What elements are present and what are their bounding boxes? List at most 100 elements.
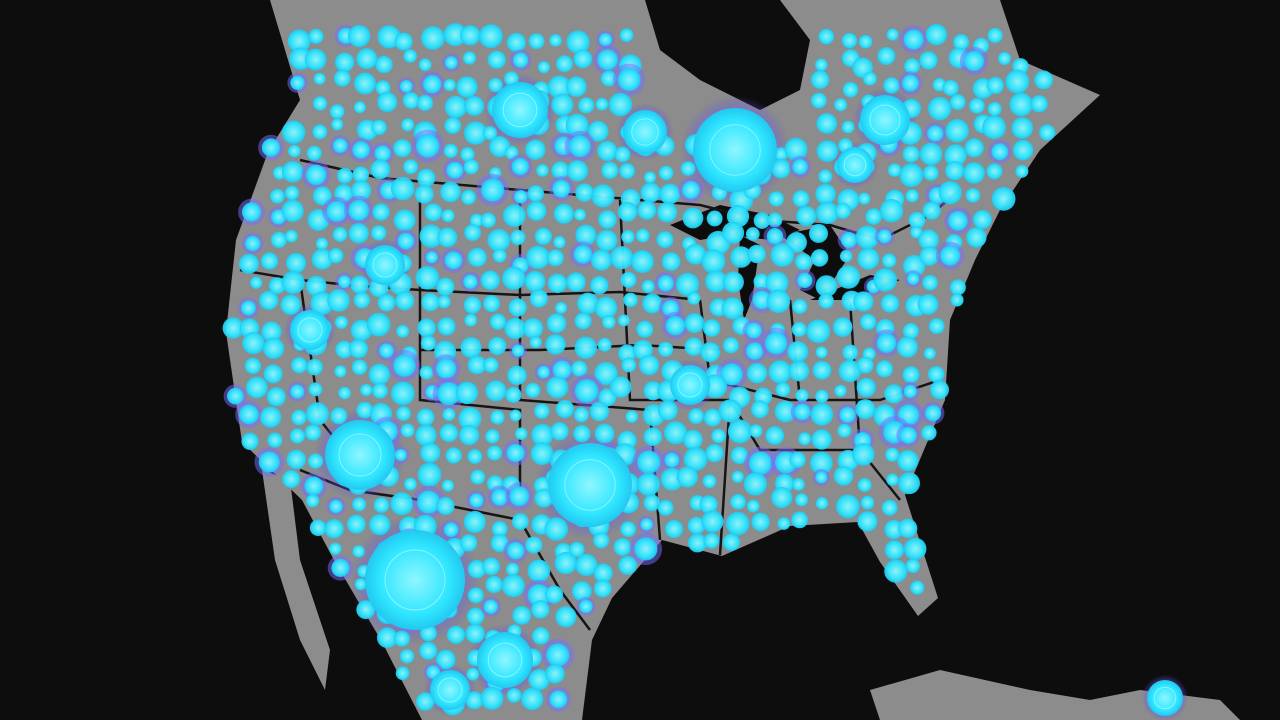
bubble <box>467 559 487 579</box>
bubble <box>348 199 370 221</box>
bubble <box>350 319 373 342</box>
bubble <box>886 473 899 486</box>
bubble <box>774 147 789 162</box>
bubble <box>352 497 367 512</box>
bubble <box>903 384 917 398</box>
bubble <box>482 557 501 576</box>
bubble <box>884 559 908 583</box>
bubble <box>634 537 658 561</box>
bubble <box>334 315 349 329</box>
bubble <box>555 606 577 628</box>
bubble <box>396 324 410 338</box>
bubble-ring <box>297 317 323 343</box>
bubble <box>700 341 721 363</box>
bay <box>645 0 810 110</box>
bubble <box>504 317 526 340</box>
bubble <box>680 161 696 176</box>
bubble <box>305 275 327 297</box>
bubble <box>550 422 569 441</box>
bubble <box>940 245 961 266</box>
bubble <box>435 649 456 670</box>
bubble <box>857 478 872 493</box>
bubble <box>643 171 657 184</box>
bubble <box>416 490 441 514</box>
bubble <box>838 359 862 383</box>
bubble <box>636 320 654 338</box>
bubble <box>328 247 344 264</box>
bubble <box>262 337 285 360</box>
bubble <box>336 167 353 184</box>
bubble <box>617 201 638 222</box>
bubble <box>812 360 832 380</box>
bubble <box>241 202 262 222</box>
bubble <box>261 321 282 342</box>
bubble <box>485 380 507 402</box>
bubble <box>928 318 945 335</box>
bubble <box>547 273 568 294</box>
bubble <box>917 293 939 315</box>
bubble <box>795 388 809 403</box>
bubble <box>565 113 589 137</box>
bubble <box>463 296 482 314</box>
bubble <box>419 641 438 660</box>
bubble <box>840 232 857 248</box>
bubble <box>463 121 488 145</box>
bubble <box>555 55 574 73</box>
bubble <box>483 599 498 614</box>
bubble <box>816 113 838 134</box>
bubble <box>1015 164 1029 178</box>
bubble <box>469 213 484 228</box>
bubble <box>436 277 455 296</box>
bubble <box>810 249 829 267</box>
bubble <box>470 469 486 485</box>
bubble <box>444 56 458 70</box>
bubble <box>315 237 329 250</box>
bubble <box>745 227 760 241</box>
bubble <box>859 313 877 331</box>
bubble <box>811 429 832 450</box>
bubble <box>767 212 783 228</box>
bubble <box>594 296 618 320</box>
bubble <box>403 477 417 491</box>
bubble <box>748 451 773 475</box>
bubble <box>306 358 323 376</box>
bubble <box>527 559 551 583</box>
bubble <box>809 451 833 475</box>
bubble <box>435 358 457 379</box>
bubble <box>480 212 496 228</box>
bubble <box>465 623 485 644</box>
bubble <box>877 229 892 244</box>
bubble-ring <box>631 118 659 146</box>
bubble <box>964 138 984 158</box>
bubble <box>534 227 553 246</box>
bubble <box>922 274 938 291</box>
bubble <box>467 587 484 604</box>
bubble <box>486 445 503 461</box>
bubble <box>768 191 784 207</box>
bubble <box>986 163 1003 180</box>
bubble <box>621 357 637 373</box>
bubble <box>373 497 390 514</box>
bubble <box>504 71 519 86</box>
bubble <box>860 495 875 510</box>
bubble <box>552 179 571 198</box>
bubble <box>372 382 388 399</box>
bubble <box>333 69 351 87</box>
bubble <box>620 271 637 288</box>
bubble <box>575 224 597 246</box>
bubble <box>834 98 848 112</box>
bubble <box>927 365 945 383</box>
bubble <box>268 277 286 295</box>
bubble <box>815 183 836 205</box>
bubble <box>356 401 374 419</box>
bubble <box>546 313 567 334</box>
bubble <box>569 541 585 558</box>
bubble <box>815 496 829 510</box>
bubble <box>597 49 619 71</box>
bubble <box>727 419 752 444</box>
bubble <box>487 50 506 69</box>
bubble <box>598 32 613 47</box>
bubble <box>463 159 479 175</box>
bubble <box>573 245 593 264</box>
